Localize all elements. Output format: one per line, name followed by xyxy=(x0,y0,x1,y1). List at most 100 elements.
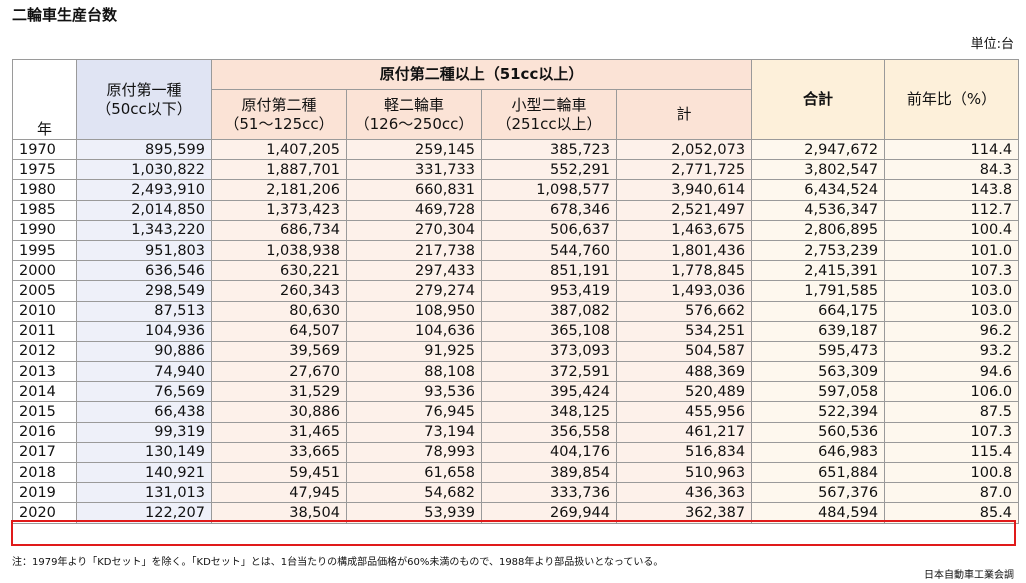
cell-yoy: 93.2 xyxy=(884,340,1020,363)
highlight-2020-row xyxy=(11,520,1016,546)
table-row: 2005 298,549 260,343 279,274 953,419 1,493,03… xyxy=(12,280,1020,302)
cell-subtotal: 3,940,614 xyxy=(615,179,753,201)
cell-year: 2017 xyxy=(12,441,77,464)
cell-gen2: 2,181,206 xyxy=(211,179,347,201)
cell-yoy: 85.4 xyxy=(884,502,1020,524)
table-row: 2014 76,569 31,529 93,536 395,424 520,489 597,… xyxy=(12,381,1020,403)
cell-yoy: 103.0 xyxy=(884,280,1020,302)
cell-total: 522,394 xyxy=(751,401,886,423)
table-row: 1970 895,599 1,407,205 259,145 385,723 2,052,… xyxy=(12,138,1020,161)
cell-gen2: 30,886 xyxy=(211,401,347,423)
header-total: 合計 xyxy=(751,59,886,140)
cell-kei: 297,433 xyxy=(346,260,482,282)
cell-small: 404,176 xyxy=(481,441,617,464)
cell-yoy: 94.6 xyxy=(884,361,1020,383)
cell-subtotal: 461,217 xyxy=(615,421,753,443)
cell-gen2: 1,407,205 xyxy=(211,138,347,161)
header-gen1-range: （50cc以下） xyxy=(96,99,192,118)
cell-gen1: 636,546 xyxy=(76,260,212,282)
table-row: 2017 130,149 33,665 78,993 404,176 516,834 646… xyxy=(12,441,1020,464)
cell-gen2: 64,507 xyxy=(211,320,347,342)
cell-gen1: 74,940 xyxy=(76,361,212,383)
cell-subtotal: 1,801,436 xyxy=(615,239,753,262)
cell-gen1: 1,030,822 xyxy=(76,159,212,181)
cell-year: 2000 xyxy=(12,260,77,282)
cell-small: 333,736 xyxy=(481,482,617,504)
cell-gen1: 122,207 xyxy=(76,502,212,524)
table-row: 1975 1,030,822 1,887,701 331,733 552,291 2,77… xyxy=(12,159,1020,181)
cell-small: 506,637 xyxy=(481,219,617,241)
cell-yoy: 84.3 xyxy=(884,159,1020,181)
cell-gen2: 27,670 xyxy=(211,361,347,383)
cell-small: 953,419 xyxy=(481,280,617,302)
cell-kei: 91,925 xyxy=(346,340,482,363)
cell-gen2: 1,887,701 xyxy=(211,159,347,181)
table-row: 2011 104,936 64,507 104,636 365,108 534,251 63… xyxy=(12,320,1020,342)
table-row: 2015 66,438 30,886 76,945 348,125 455,956 522,… xyxy=(12,401,1020,423)
cell-kei: 61,658 xyxy=(346,461,482,484)
cell-subtotal: 362,387 xyxy=(615,502,753,524)
cell-year: 1970 xyxy=(12,138,77,161)
cell-kei: 73,194 xyxy=(346,421,482,443)
cell-gen1: 951,803 xyxy=(76,239,212,262)
page-title: 二輪車生産台数 xyxy=(12,6,118,24)
cell-gen1: 66,438 xyxy=(76,401,212,423)
cell-total: 664,175 xyxy=(751,300,886,322)
cell-gen2: 59,451 xyxy=(211,461,347,484)
cell-yoy: 87.5 xyxy=(884,401,1020,423)
cell-year: 2015 xyxy=(12,401,77,423)
cell-subtotal: 436,363 xyxy=(615,482,753,504)
cell-kei: 54,682 xyxy=(346,482,482,504)
cell-small: 365,108 xyxy=(481,320,617,342)
cell-small: 544,760 xyxy=(481,239,617,262)
header-kei-name: 軽二輪車 xyxy=(383,95,444,114)
cell-total: 1,791,585 xyxy=(751,280,886,302)
table-row: 2019 131,013 47,945 54,682 333,736 436,363 567… xyxy=(12,482,1020,504)
cell-year: 1985 xyxy=(12,199,77,221)
header-gen2: 原付第二種 （51～125cc） xyxy=(211,89,347,140)
cell-total: 2,947,672 xyxy=(751,138,886,161)
header-subtotal: 計 xyxy=(615,89,753,140)
cell-year: 1990 xyxy=(12,219,77,241)
cell-kei: 104,636 xyxy=(346,320,482,342)
cell-subtotal: 1,463,675 xyxy=(615,219,753,241)
cell-gen1: 2,014,850 xyxy=(76,199,212,221)
cell-yoy: 101.0 xyxy=(884,239,1020,262)
header-gen2-group: 原付第二種以上（51cc以上） xyxy=(210,59,753,90)
cell-year: 1975 xyxy=(12,159,77,181)
table-row: 2000 636,546 630,221 297,433 851,191 1,778,84… xyxy=(12,260,1020,282)
cell-year: 2014 xyxy=(12,381,77,403)
cell-kei: 53,939 xyxy=(346,502,482,524)
cell-total: 2,753,239 xyxy=(751,239,886,262)
cell-total: 567,376 xyxy=(751,482,886,504)
header-yoy: 前年比（%） xyxy=(884,59,1020,140)
table-row: 1985 2,014,850 1,373,423 469,728 678,346 2,52… xyxy=(12,199,1020,221)
table-row: 2020 122,207 38,504 53,939 269,944 362,387 484… xyxy=(12,502,1020,524)
header-year: 年 xyxy=(12,59,77,140)
cell-total: 4,536,347 xyxy=(751,199,886,221)
cell-small: 552,291 xyxy=(481,159,617,181)
cell-yoy: 114.4 xyxy=(884,138,1020,161)
cell-year: 1980 xyxy=(12,179,77,201)
cell-year: 2005 xyxy=(12,280,77,302)
cell-gen1: 1,343,220 xyxy=(76,219,212,241)
cell-gen1: 895,599 xyxy=(76,138,212,161)
header-gen1-name: 原付第一種 xyxy=(106,80,182,99)
cell-small: 385,723 xyxy=(481,138,617,161)
cell-small: 851,191 xyxy=(481,260,617,282)
cell-subtotal: 516,834 xyxy=(615,441,753,464)
cell-small: 678,346 xyxy=(481,199,617,221)
cell-yoy: 107.3 xyxy=(884,260,1020,282)
cell-gen2: 260,343 xyxy=(211,280,347,302)
cell-small: 387,082 xyxy=(481,300,617,322)
cell-yoy: 96.2 xyxy=(884,320,1020,342)
cell-subtotal: 510,963 xyxy=(615,461,753,484)
cell-gen1: 99,319 xyxy=(76,421,212,443)
cell-kei: 279,274 xyxy=(346,280,482,302)
cell-kei: 270,304 xyxy=(346,219,482,241)
cell-total: 563,309 xyxy=(751,361,886,383)
cell-kei: 259,145 xyxy=(346,138,482,161)
cell-year: 1995 xyxy=(12,239,77,262)
cell-subtotal: 2,052,073 xyxy=(615,138,753,161)
cell-subtotal: 2,771,725 xyxy=(615,159,753,181)
